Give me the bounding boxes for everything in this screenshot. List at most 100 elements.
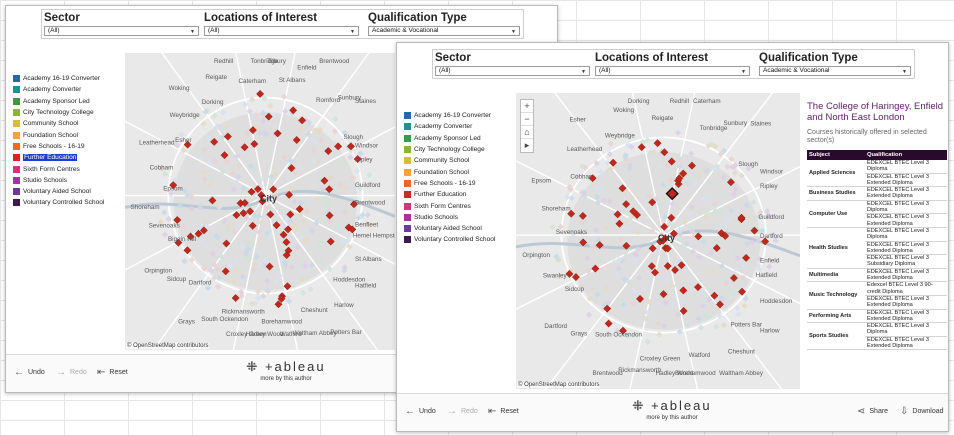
school-marker[interactable] [720, 321, 727, 329]
further-education-marker[interactable] [667, 157, 676, 166]
further-education-marker[interactable] [222, 239, 231, 248]
legend-item[interactable]: Voluntary Controlled School [13, 197, 104, 208]
legend-item[interactable]: Voluntary Controlled School [404, 234, 495, 245]
further-education-marker[interactable] [750, 226, 759, 235]
school-marker[interactable] [172, 176, 179, 184]
further-education-marker[interactable] [629, 207, 638, 216]
school-marker[interactable] [623, 224, 630, 231]
further-education-marker[interactable] [221, 267, 230, 276]
school-marker[interactable] [167, 190, 175, 197]
further-education-marker[interactable] [659, 236, 668, 245]
school-marker[interactable] [282, 108, 289, 115]
school-marker[interactable] [728, 155, 735, 163]
school-marker[interactable] [607, 140, 615, 147]
school-marker[interactable] [261, 257, 268, 264]
school-marker[interactable] [281, 93, 288, 100]
school-marker[interactable] [728, 207, 735, 214]
further-education-marker[interactable] [761, 237, 770, 246]
school-marker[interactable] [674, 129, 682, 136]
school-marker[interactable] [688, 150, 695, 157]
further-education-marker[interactable] [250, 140, 259, 148]
download-button[interactable]: ⇩ Download [900, 406, 944, 417]
school-marker[interactable] [676, 328, 683, 335]
school-marker[interactable] [644, 338, 651, 345]
school-marker[interactable] [366, 171, 373, 179]
school-marker[interactable] [656, 331, 663, 338]
filter-qualification[interactable]: Qualification Type Academic & Vocational… [759, 52, 911, 76]
further-education-marker[interactable] [265, 262, 274, 271]
further-education-marker[interactable] [223, 132, 232, 141]
filter-qualification-select[interactable]: Academic & Vocational ▼ [368, 26, 520, 36]
school-marker[interactable] [654, 320, 662, 327]
school-marker[interactable] [657, 162, 664, 169]
further-education-marker[interactable] [712, 244, 721, 253]
further-education-marker[interactable] [283, 282, 292, 291]
undo-button[interactable]: ← Undo [405, 406, 436, 417]
school-marker[interactable] [278, 224, 286, 231]
further-education-marker[interactable] [183, 140, 192, 149]
legend-item[interactable]: Further Education [404, 189, 495, 200]
redo-button[interactable]: → Redo [56, 367, 87, 378]
school-marker[interactable] [243, 130, 250, 137]
legend-item[interactable]: Foundation School [404, 166, 495, 177]
school-marker[interactable] [267, 102, 274, 110]
further-education-marker[interactable] [679, 169, 688, 178]
school-marker[interactable] [341, 129, 348, 136]
school-marker[interactable] [188, 193, 195, 200]
further-education-marker[interactable] [694, 283, 702, 292]
further-education-marker[interactable] [715, 300, 724, 309]
further-education-marker[interactable] [730, 274, 738, 282]
further-education-marker[interactable] [240, 143, 249, 152]
school-marker[interactable] [281, 259, 288, 267]
school-marker[interactable] [157, 218, 164, 226]
school-marker[interactable] [229, 170, 237, 177]
map[interactable]: Hemel Hempstead St Albans HatfieldHoddesdo… [125, 53, 395, 350]
school-marker[interactable] [177, 203, 184, 210]
share-button[interactable]: ⋖ Share [857, 406, 889, 417]
filter-sector-select[interactable]: (All) ▼ [44, 26, 199, 36]
further-education-marker[interactable] [694, 232, 703, 241]
further-education-marker[interactable] [272, 221, 281, 230]
further-education-marker[interactable] [256, 89, 265, 98]
further-education-marker[interactable] [636, 294, 644, 303]
school-marker[interactable] [273, 278, 280, 285]
school-marker[interactable] [214, 266, 221, 273]
further-education-marker[interactable] [622, 241, 631, 250]
legend-item[interactable]: Free Schools - 16-19 [404, 178, 495, 189]
school-marker[interactable] [347, 154, 354, 161]
school-marker[interactable] [299, 289, 306, 296]
further-education-marker[interactable] [239, 209, 248, 218]
school-marker[interactable] [219, 168, 226, 176]
further-education-marker[interactable] [320, 176, 329, 185]
further-education-marker[interactable] [292, 136, 301, 144]
legend-item[interactable]: Foundation School [13, 129, 104, 140]
school-marker[interactable] [660, 322, 668, 329]
legend-item[interactable]: Academy Converter [404, 121, 495, 132]
further-education-marker[interactable] [687, 161, 696, 170]
further-education-marker[interactable] [257, 191, 266, 200]
legend-item[interactable]: Studio Schools [13, 175, 104, 186]
school-marker[interactable] [242, 101, 249, 108]
legend-item[interactable]: Academy 16-19 Converter [404, 110, 495, 121]
further-education-marker[interactable] [274, 300, 283, 309]
school-marker[interactable] [732, 186, 739, 193]
school-marker[interactable] [772, 237, 779, 244]
school-marker[interactable] [298, 234, 305, 241]
school-marker[interactable] [309, 227, 316, 235]
school-marker[interactable] [724, 163, 731, 170]
further-education-marker[interactable] [169, 181, 178, 190]
legend-item[interactable]: City Technology College [13, 107, 104, 118]
school-marker[interactable] [223, 123, 230, 130]
further-education-marker[interactable] [231, 294, 240, 302]
school-marker[interactable] [268, 173, 275, 180]
school-marker[interactable] [180, 147, 187, 154]
school-marker[interactable] [735, 311, 742, 318]
school-marker[interactable] [218, 253, 225, 260]
legend-item[interactable]: Sixth Form Centres [13, 163, 104, 174]
further-education-marker[interactable] [742, 253, 751, 262]
further-education-marker[interactable] [325, 185, 334, 194]
school-marker[interactable] [251, 213, 259, 220]
school-marker[interactable] [705, 314, 713, 321]
school-marker[interactable] [272, 172, 279, 179]
school-marker[interactable] [246, 108, 253, 115]
